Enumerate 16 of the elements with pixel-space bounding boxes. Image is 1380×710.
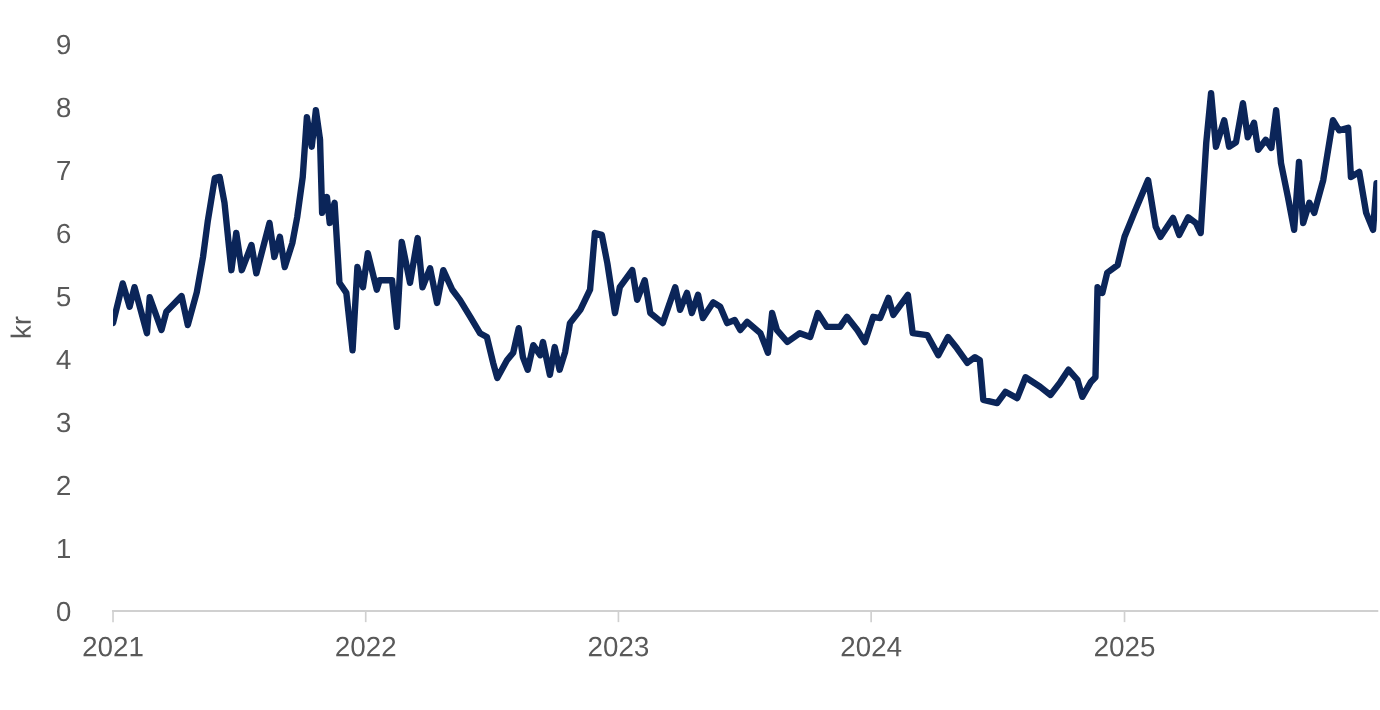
y-tick-label: 7: [57, 160, 70, 181]
y-axis-title: kr: [10, 316, 31, 338]
y-tick-label: 1: [58, 538, 70, 559]
y-tick-label: 9: [57, 34, 71, 55]
y-tick-label: 0: [56, 601, 71, 622]
x-tick-label: 2022: [336, 636, 396, 657]
x-tick-label: 2023: [588, 636, 649, 657]
y-tick-label: 2: [57, 475, 70, 496]
y-tick-label: 3: [56, 412, 71, 433]
y-tick-label: 5: [57, 286, 71, 307]
y-tick-label: 8: [57, 97, 71, 118]
x-tick-label: 2025: [1095, 636, 1155, 657]
y-tick-label: 4: [56, 349, 71, 370]
x-tick-label: 2024: [841, 636, 902, 657]
x-tick-label: 2021: [83, 636, 143, 657]
y-tick-label: 6: [57, 223, 71, 244]
